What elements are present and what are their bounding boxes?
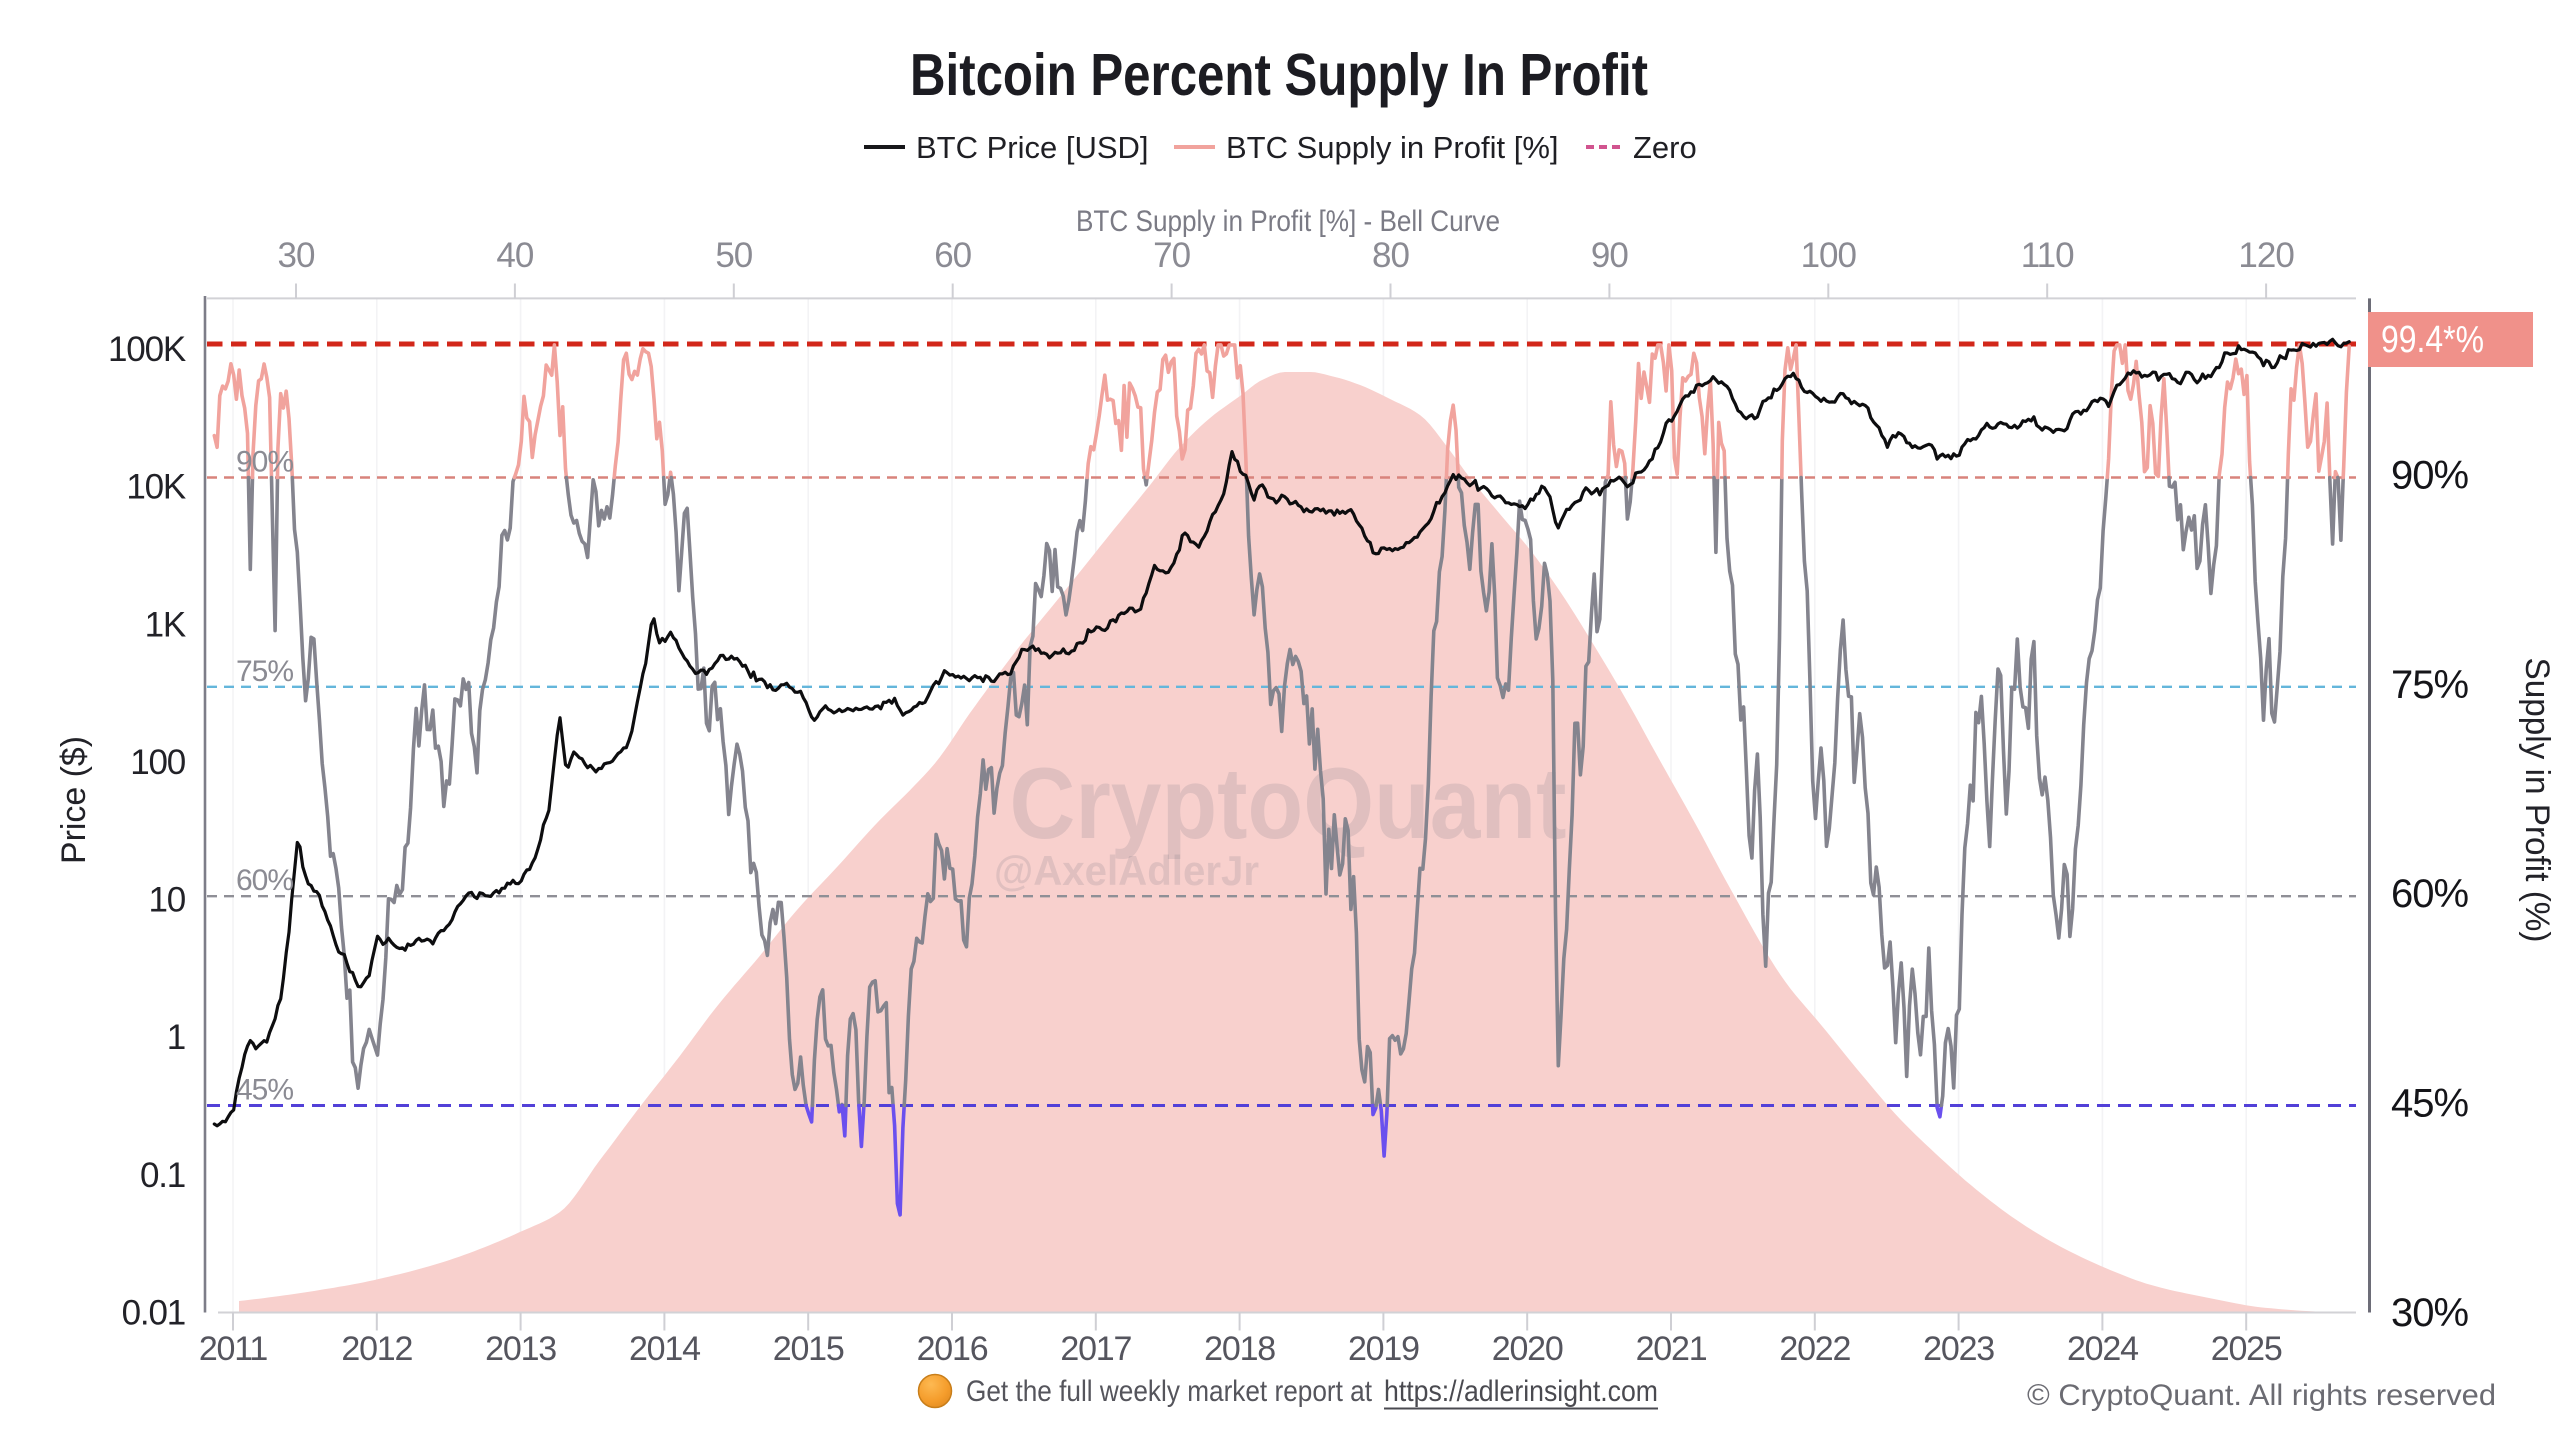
- svg-text:40: 40: [496, 236, 533, 275]
- svg-text:45%: 45%: [2391, 1082, 2468, 1126]
- svg-text:Bitcoin Percent Supply In Prof: Bitcoin Percent Supply In Profit: [910, 42, 1648, 108]
- svg-text:0.01: 0.01: [122, 1294, 185, 1333]
- svg-text:2016: 2016: [917, 1330, 988, 1368]
- svg-text:2019: 2019: [1348, 1330, 1419, 1368]
- svg-text:110: 110: [2021, 236, 2074, 275]
- svg-text:Price ($): Price ($): [55, 736, 93, 864]
- svg-text:2014: 2014: [629, 1330, 700, 1368]
- svg-text:99.4*%: 99.4*%: [2381, 319, 2484, 361]
- svg-text:https://adlerinsight.com: https://adlerinsight.com: [1384, 1375, 1658, 1408]
- svg-text:2025: 2025: [2211, 1330, 2282, 1368]
- svg-text:75%: 75%: [2391, 663, 2468, 707]
- svg-text:1K: 1K: [145, 605, 186, 644]
- svg-text:2021: 2021: [1636, 1330, 1707, 1368]
- svg-text:80: 80: [1372, 236, 1409, 275]
- svg-text:0.1: 0.1: [140, 1156, 185, 1195]
- svg-text:30: 30: [278, 236, 315, 275]
- svg-text:@AxelAdlerJr: @AxelAdlerJr: [994, 847, 1259, 894]
- svg-text:Get the full weekly market rep: Get the full weekly market report at: [966, 1375, 1373, 1408]
- svg-text:2020: 2020: [1492, 1330, 1563, 1368]
- svg-text:45%: 45%: [236, 1074, 293, 1107]
- svg-text:2018: 2018: [1204, 1330, 1275, 1368]
- svg-text:100K: 100K: [108, 330, 186, 369]
- svg-text:Zero: Zero: [1633, 130, 1697, 165]
- svg-text:CryptoQuant: CryptoQuant: [1010, 748, 1567, 860]
- svg-text:2013: 2013: [485, 1330, 556, 1368]
- svg-text:2012: 2012: [341, 1330, 412, 1368]
- svg-text:© CryptoQuant. All rights rese: © CryptoQuant. All rights reserved: [2027, 1379, 2496, 1412]
- svg-text:BTC Price [USD]: BTC Price [USD]: [916, 130, 1149, 165]
- svg-text:Supply in Profit (%): Supply in Profit (%): [2518, 658, 2556, 943]
- svg-text:2022: 2022: [1779, 1330, 1850, 1368]
- svg-text:60%: 60%: [236, 864, 293, 897]
- svg-text:70: 70: [1153, 236, 1190, 275]
- svg-text:75%: 75%: [236, 655, 293, 688]
- svg-text:60%: 60%: [2391, 872, 2468, 916]
- svg-text:50: 50: [715, 236, 752, 275]
- svg-text:90%: 90%: [2391, 454, 2468, 498]
- svg-text:2011: 2011: [199, 1330, 268, 1368]
- svg-text:10K: 10K: [126, 468, 186, 507]
- svg-text:10: 10: [148, 881, 185, 920]
- svg-text:1: 1: [167, 1018, 185, 1057]
- svg-text:2015: 2015: [773, 1330, 844, 1368]
- svg-text:BTC Supply in Profit [%]: BTC Supply in Profit [%]: [1226, 130, 1559, 165]
- svg-text:100: 100: [130, 743, 186, 782]
- svg-text:100: 100: [1801, 236, 1857, 275]
- svg-text:90: 90: [1591, 236, 1628, 275]
- svg-text:90%: 90%: [236, 446, 293, 479]
- svg-text:120: 120: [2238, 236, 2294, 275]
- svg-text:2024: 2024: [2067, 1330, 2138, 1368]
- svg-text:60: 60: [934, 236, 971, 275]
- svg-text:2023: 2023: [1923, 1330, 1994, 1368]
- svg-text:BTC Supply in Profit [%] - Bel: BTC Supply in Profit [%] - Bell Curve: [1076, 205, 1500, 238]
- svg-text:30%: 30%: [2391, 1291, 2468, 1335]
- svg-text:2017: 2017: [1060, 1330, 1131, 1368]
